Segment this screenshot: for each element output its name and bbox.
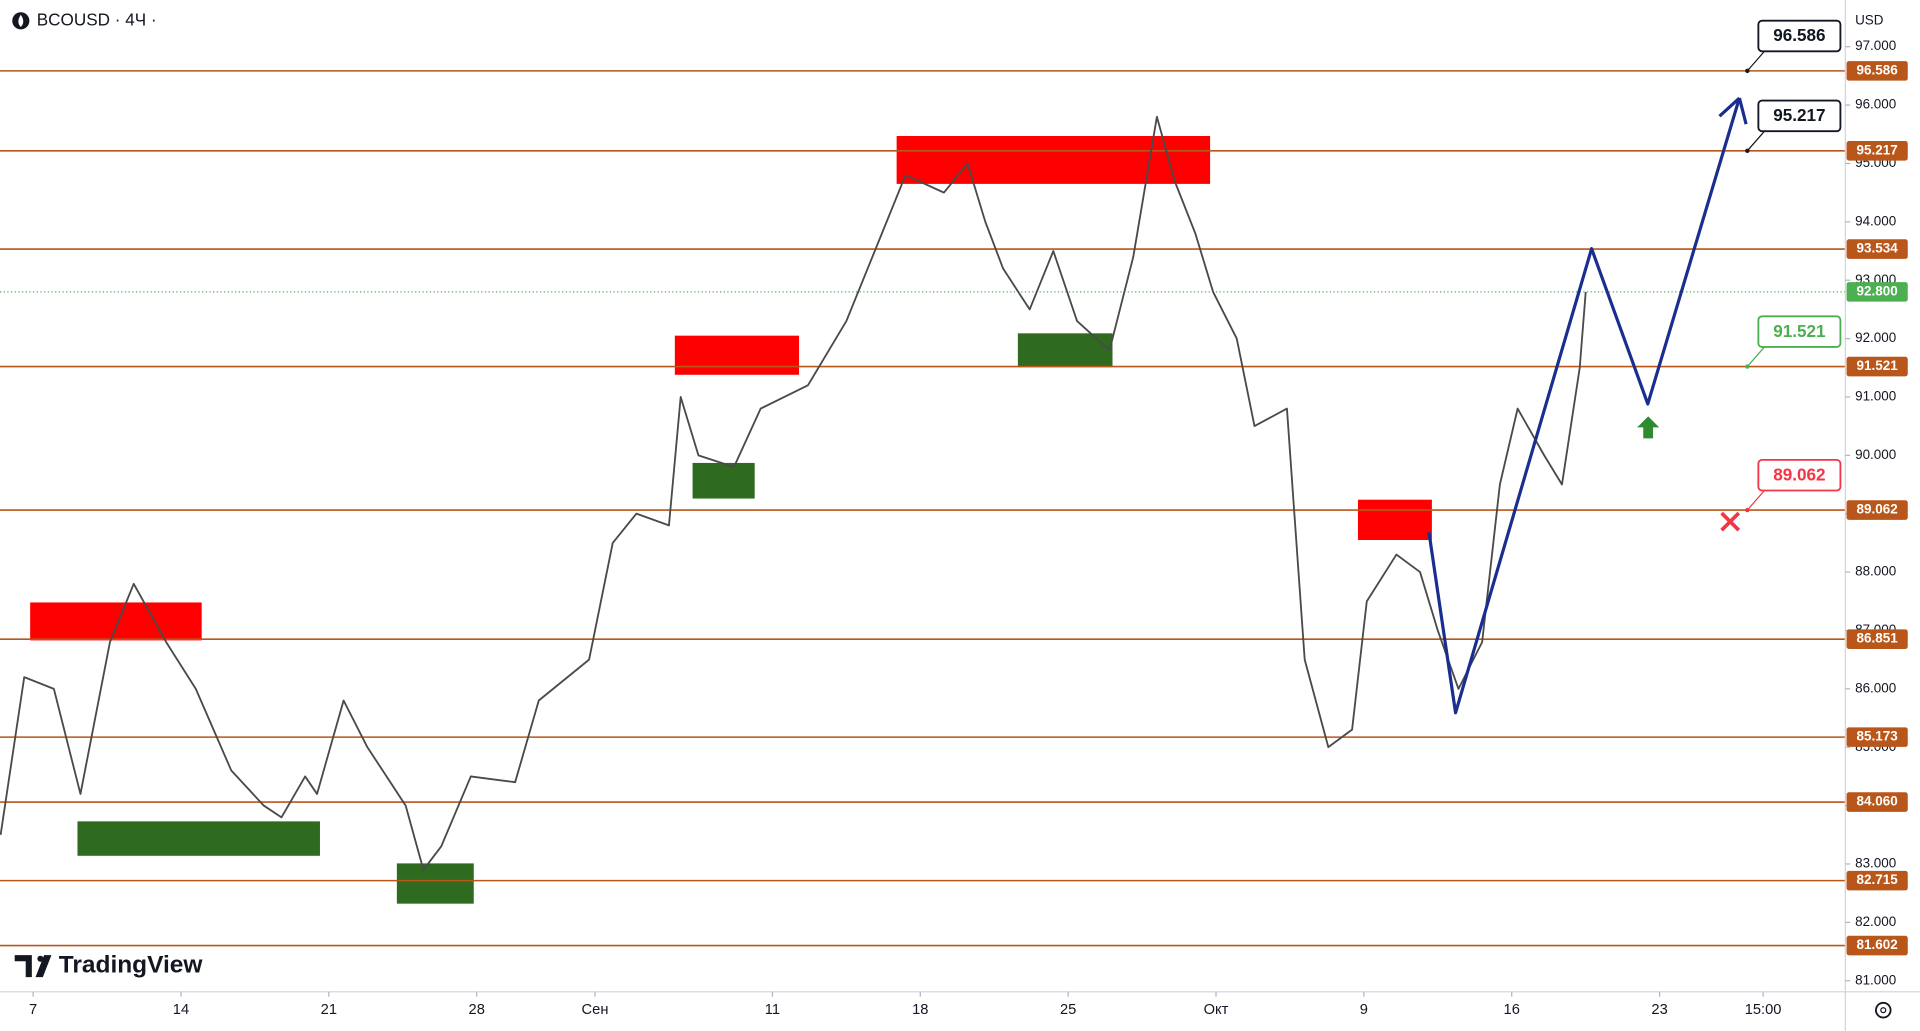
y-tick-label: 97.000: [1855, 38, 1896, 53]
level-tag: [1846, 356, 1908, 377]
gear-center: [1880, 1007, 1887, 1014]
level-tag-label: 91.521: [1857, 358, 1899, 373]
zone: [692, 462, 755, 499]
level-tag: [1846, 870, 1908, 891]
x-tick-label: 28: [469, 1002, 485, 1018]
callout-label: 89.062: [1773, 464, 1825, 484]
level-tag-label: 86.851: [1857, 631, 1899, 646]
gear: [1875, 1001, 1892, 1019]
y-tick-label: 81.000: [1855, 972, 1896, 987]
level-tag: [1846, 500, 1908, 520]
x-tick-label: 14: [173, 1002, 189, 1018]
stop-cross-icon: [1720, 511, 1741, 532]
x-tick-label: 11: [765, 1002, 780, 1018]
level-tag-label: 84.060: [1857, 794, 1898, 809]
currency-label[interactable]: USD: [1855, 12, 1884, 27]
callout-pointer: [1746, 490, 1765, 511]
symbol-label[interactable]: BCOUSD · 4Ч ·: [37, 9, 157, 29]
x-tick-label: 23: [1651, 1002, 1667, 1018]
level-tag: [1846, 792, 1908, 812]
symbol-icon-drop: [18, 14, 24, 27]
brand-logo[interactable]: TradingView: [14, 952, 204, 979]
x-tick-label: 21: [321, 1002, 337, 1018]
callout-anchor: [1745, 148, 1750, 153]
callout-pointer: [1746, 50, 1765, 72]
callout-box: [1757, 458, 1842, 492]
callout-label: 96.586: [1773, 25, 1825, 45]
callout-label: 95.217: [1773, 105, 1825, 125]
level-tag: [1846, 61, 1908, 81]
callout-pointer: [1746, 130, 1765, 152]
callout-anchor: [1745, 507, 1750, 513]
y-tick-label: 83.000: [1855, 856, 1896, 871]
level-tag-label: 95.217: [1857, 142, 1898, 157]
level-tag-label: 85.173: [1857, 729, 1898, 744]
level-tag-label: 89.062: [1857, 502, 1898, 517]
forecast-line: [1427, 97, 1741, 715]
level-tag-label: 96.586: [1857, 62, 1898, 77]
zone: [77, 821, 320, 856]
plot-area: [0, 70, 1846, 947]
level-tag-label: 82.715: [1857, 872, 1899, 887]
x-tick-label: Сен: [582, 1002, 609, 1018]
callout-box: [1757, 99, 1842, 133]
zone: [896, 136, 1211, 184]
y-tick-label: 90.000: [1855, 447, 1896, 462]
settings-icon[interactable]: [1875, 1001, 1892, 1019]
y-tick-label: 88.000: [1855, 564, 1896, 579]
brand-name: TradingView: [59, 952, 204, 979]
x-tick-label: 18: [912, 1002, 928, 1018]
y-tick-label: 91.000: [1855, 389, 1896, 404]
x-tick-label: 16: [1504, 1002, 1520, 1018]
forecast-arrowhead: [1718, 96, 1748, 125]
x-tick-label: 7: [29, 1002, 37, 1018]
callout-pointer: [1746, 346, 1765, 367]
x-tick-label: 25: [1060, 1002, 1076, 1018]
zone: [30, 602, 202, 641]
callout-label: 91.521: [1773, 321, 1826, 341]
current-price-tag: [1846, 282, 1908, 302]
y-tick-label: 86.000: [1855, 680, 1896, 695]
x-tick-label: Окт: [1204, 1002, 1229, 1018]
current-price-label: 92.800: [1857, 283, 1898, 298]
x-tick-label: 15:00: [1745, 1002, 1782, 1018]
zone: [1357, 499, 1432, 540]
level-tag: [1846, 140, 1908, 161]
level-tag: [1846, 727, 1908, 747]
zone: [1017, 333, 1113, 368]
zone: [396, 863, 474, 904]
callout-box: [1757, 19, 1842, 53]
level-tag-label: 93.534: [1857, 241, 1899, 256]
zone: [674, 335, 800, 375]
y-tick-label: 82.000: [1855, 914, 1896, 929]
level-tag-label: 81.602: [1857, 937, 1898, 952]
level-tag: [1846, 239, 1908, 259]
callout-anchor: [1745, 68, 1750, 74]
logo-dot: [37, 955, 44, 962]
y-tick-label: 94.000: [1855, 213, 1896, 228]
callout-box: [1757, 315, 1842, 348]
level-tag: [1846, 935, 1908, 956]
y-tick-label: 92.000: [1855, 330, 1896, 345]
price-line: [0, 115, 1587, 871]
buy-arrow-icon: [1637, 416, 1660, 439]
y-tick-label: 96.000: [1855, 97, 1896, 112]
x-tick-label: 9: [1360, 1002, 1368, 1018]
level-tag: [1846, 629, 1908, 649]
callout-anchor: [1745, 364, 1750, 369]
